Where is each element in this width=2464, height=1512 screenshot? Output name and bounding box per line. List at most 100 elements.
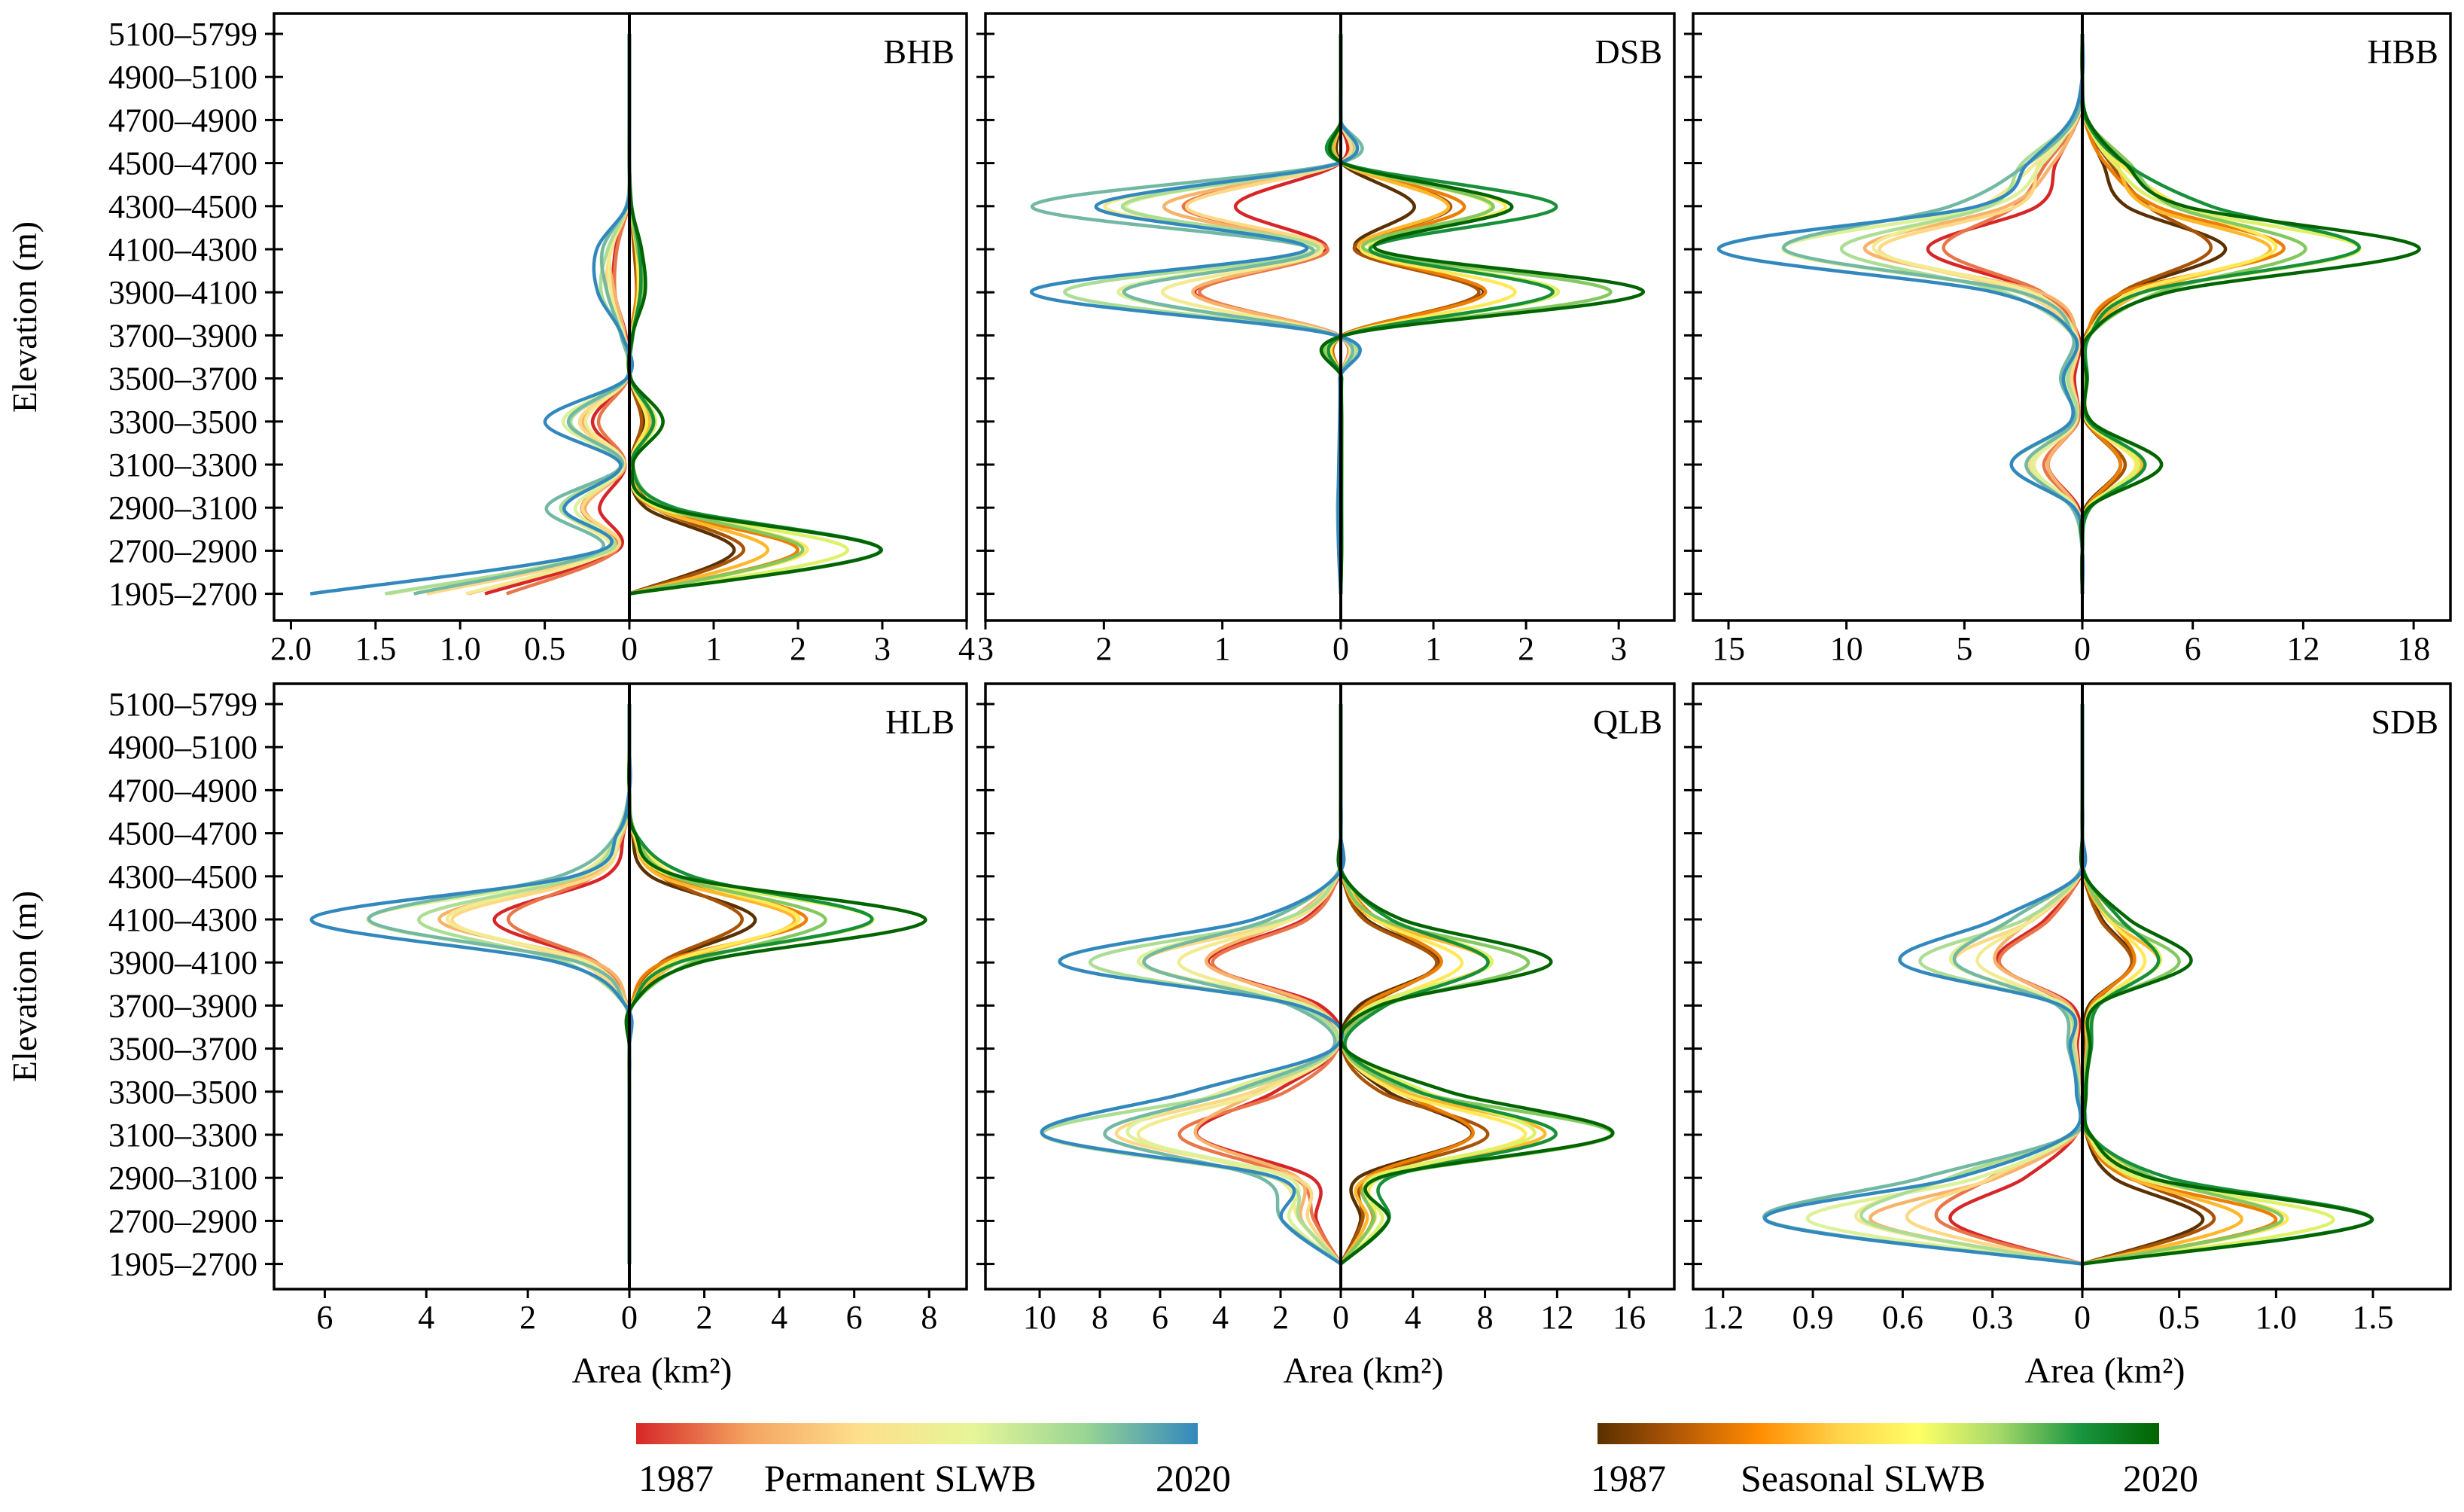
x-tick-label: 2 [1095,630,1112,667]
permanent-profile-line [389,34,633,596]
x-tick-label: 3 [874,630,891,667]
x-tick-label: 1 [1214,630,1231,667]
panel-title: HLB [885,703,955,741]
panel-hbb: 15 10 5 0 6 12 18 HBB [1684,12,2452,667]
permanent-profile-line [309,704,634,1264]
x-tick-label: 0.3 [1972,1299,2013,1336]
elevation-band-label: 1905–2700 [108,1246,257,1283]
x-tick-label: 3 [1610,630,1627,667]
seasonal-profile-line [626,34,849,596]
x-tick-label: 1.5 [2353,1299,2394,1336]
x-tick-label: 0.9 [1792,1299,1834,1336]
x-tick-label: 2 [1518,630,1534,667]
legend-start-year: 1987 [1591,1457,1666,1499]
permanent-profile-line [413,34,632,596]
x-tick-label: 4 [418,1299,434,1336]
panel-hlb: 6 4 2 0 2 4 6 8 HLB [265,682,968,1336]
permanent-profile-line [1103,34,1359,594]
seasonal-profile-line [2079,33,2272,594]
x-tick-label: 6 [1152,1299,1168,1336]
elevation-band-label: 5100–5799 [108,686,257,723]
elevation-band-label: 4300–4500 [108,858,257,895]
elevation-band-label: 4100–4300 [108,231,257,268]
panel-title: QLB [1593,703,1662,741]
x-tick-label: 1.0 [2255,1299,2297,1336]
x-tick-label: 5 [1956,630,1972,667]
plot-frame [984,682,1676,1291]
seasonal-profile-line [626,704,874,1264]
panel-sdb: 1.2 0.9 0.6 0.3 0 0.5 1.0 1.5 SDB [1684,682,2452,1336]
elevation-band-label: 3700–3900 [108,317,257,354]
elevation-band-label: 5100–5799 [108,16,257,53]
elevation-band-label: 3900–4100 [108,274,257,311]
x-tick-label: 8 [1477,1299,1494,1336]
seasonal-profile-line [625,704,876,1264]
elevation-band-label: 2900–3100 [108,489,257,526]
x-tick-label: 12 [1540,1299,1573,1336]
x-tick-label: 1.0 [440,630,481,667]
permanent-profile-line [1782,33,2085,594]
permanent-profile-line [1863,33,2085,594]
plot-frame [273,12,968,622]
elevation-band-label: 4300–4500 [108,188,257,225]
legend-color-bar [636,1423,1198,1444]
panel-title: SDB [2371,703,2438,741]
x-tick-label: 10 [1023,1299,1056,1336]
x-tick-label: 4 [958,630,975,667]
elevation-band-label: 3500–3700 [108,361,257,398]
x-tick-label: 4 [771,1299,787,1336]
permanent-profile-line [1029,34,1362,594]
permanent-profile-line [1839,33,2085,594]
x-tick-label: 2 [519,1299,536,1336]
elevation-band-label: 4900–5100 [108,729,257,766]
seasonal-profile-line [1337,704,1537,1266]
x-tick-label: 0.5 [524,630,565,667]
x-tick-label: 0 [2074,630,2091,667]
elevation-band-label: 3900–4100 [108,944,257,981]
seasonal-profile-line [627,34,800,596]
elevation-band-label: 4700–4900 [108,772,257,809]
legend-color-bar [1597,1423,2159,1444]
plot-frame [1692,682,2452,1291]
y-axis-labels: 1905–2700 2700–2900 2900–3100 3100–3300 3300… [5,16,257,1283]
x-tick-label: 8 [921,1299,937,1336]
x-tick-label: 12 [2286,630,2319,667]
legend-end-year: 2020 [2123,1457,2198,1499]
x-tick-label: 4 [1212,1299,1229,1336]
legend-start-year: 1987 [638,1457,714,1499]
seasonal-profile-line [1338,704,1475,1265]
permanent-profile-line [367,704,632,1264]
x-tick-label: 15 [1712,630,1745,667]
x-tick-label: 1 [1425,630,1442,667]
permanent-profile-line [1763,704,2088,1266]
x-tick-label: 6 [316,1299,333,1336]
y-axis-title: Elevation (m) [5,221,44,413]
permanent-profile-line [366,704,633,1264]
plot-frame [984,12,1676,622]
x-axis-labels: Area (km²) Area (km²) Area (km²) [572,1351,2185,1391]
x-tick-label: 2 [790,630,806,667]
x-tick-label: 4 [1405,1299,1421,1336]
x-tick-label: 0 [621,1299,638,1336]
x-tick-label: 3 [977,630,994,667]
x-tick-label: 0.5 [2158,1299,2200,1336]
elevation-band-label: 1905–2700 [108,576,257,613]
elevation-band-label: 2700–2900 [108,532,257,569]
seasonal-profile-line [2080,33,2362,594]
panel-dsb: 3 2 1 0 1 2 3 DSB [976,12,1676,667]
x-tick-label: 6 [2185,630,2201,667]
y-axis-title: Elevation (m) [5,891,44,1082]
panel-bhb: 2.0 1.5 1.0 0.5 0 1 2 3 4 BHB [265,12,975,667]
plot-frame [1692,12,2452,622]
elevation-band-label: 3100–3300 [108,447,257,483]
x-tick-label: 6 [846,1299,863,1336]
x-tick-label: 18 [2397,630,2430,667]
elevation-band-label: 4900–5100 [108,59,257,96]
panel-qlb: 10 8 6 4 2 0 4 8 12 16 QLB [976,682,1676,1336]
seasonal-profile-line [624,704,927,1264]
legend-label: Permanent SLWB [764,1457,1037,1499]
permanent-profile-line [437,704,632,1264]
x-tick-label: 8 [1092,1299,1108,1336]
